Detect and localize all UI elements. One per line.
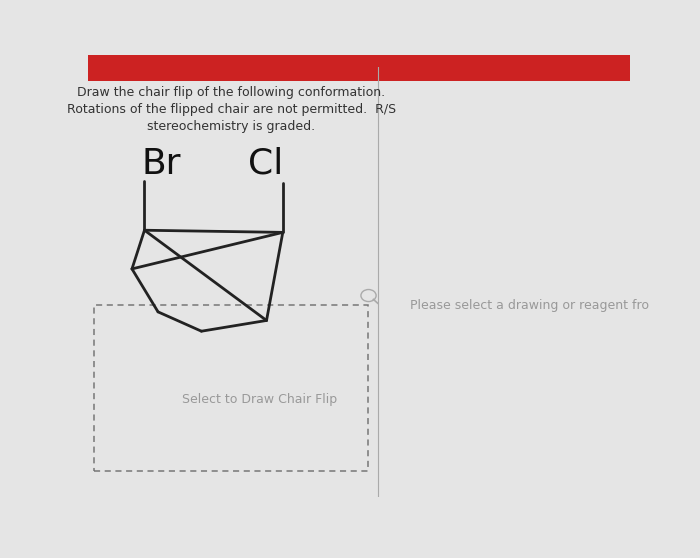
Text: Cl: Cl [248, 147, 283, 181]
Text: Select to Draw Chair Flip: Select to Draw Chair Flip [183, 393, 337, 406]
Text: Please select a drawing or reagent fro: Please select a drawing or reagent fro [410, 299, 650, 312]
Text: Br: Br [141, 147, 181, 181]
FancyBboxPatch shape [88, 55, 630, 81]
Text: Draw the chair flip of the following conformation.
Rotations of the flipped chai: Draw the chair flip of the following con… [66, 86, 396, 133]
